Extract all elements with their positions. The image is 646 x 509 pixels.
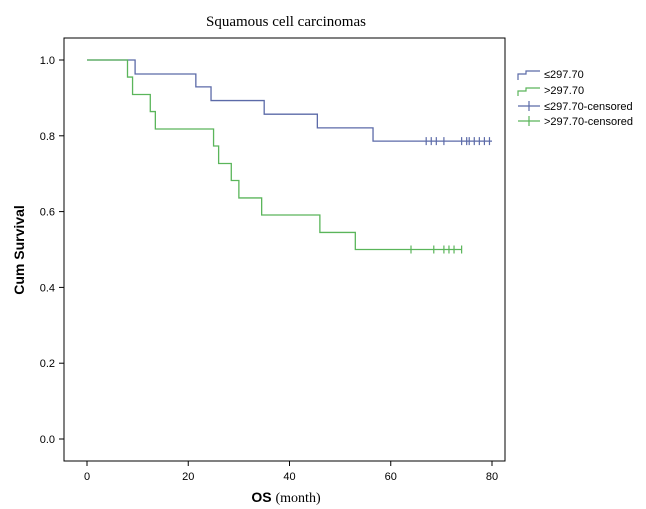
x-tick-label-2: 40 xyxy=(283,471,295,483)
legend-line-series-2 xyxy=(517,87,540,96)
legend-label-series-2-censored: >297.70-censored xyxy=(544,116,633,128)
y-tick-label-1: 0.2 xyxy=(40,358,55,370)
chart-title: Squamous cell carcinomas xyxy=(206,14,366,30)
y-tick-label-4: 0.8 xyxy=(40,131,55,143)
legend-marker-series-1-censored xyxy=(518,101,540,111)
survival-curve-series-2 xyxy=(87,59,462,251)
x-tick-label-0: 0 xyxy=(84,471,90,483)
x-axis-label: OS (month) xyxy=(251,489,321,506)
y-tick-label-5: 1.0 xyxy=(40,55,55,67)
x-axis-label-main: OS xyxy=(251,489,271,505)
x-axis: 0 20 40 60 80 xyxy=(84,461,498,483)
legend-item-series-2-censored: >297.70-censored xyxy=(518,116,633,128)
series-layer xyxy=(87,59,492,254)
legend-line-series-1 xyxy=(517,70,540,80)
x-tick-label-1: 20 xyxy=(182,471,194,483)
series-2 xyxy=(87,59,463,254)
plot-frame xyxy=(63,37,506,462)
legend-label-series-1-censored: ≤297.70-censored xyxy=(544,101,633,113)
x-axis-label-unit: (month) xyxy=(276,491,321,506)
legend: ≤297.70 >297.70 ≤297.70-censored >297.70… xyxy=(517,69,633,128)
y-tick-label-2: 0.4 xyxy=(40,282,55,294)
legend-label-series-2: >297.70 xyxy=(544,85,584,97)
series-1 xyxy=(87,59,492,146)
legend-marker-series-2-censored xyxy=(518,116,540,126)
legend-item-series-1: ≤297.70 xyxy=(517,69,584,81)
x-tick-label-4: 80 xyxy=(486,471,498,483)
legend-label-series-1: ≤297.70 xyxy=(544,69,584,81)
y-axis: 0.0 0.2 0.4 0.6 0.8 1.0 xyxy=(40,55,64,446)
y-axis-label: Cum Survival xyxy=(11,205,27,294)
x-tick-label-3: 60 xyxy=(385,471,397,483)
plot-area: 0 20 40 60 80 0.0 0.2 0.4 0.6 0.8 1.0 xyxy=(40,37,506,483)
y-tick-label-3: 0.6 xyxy=(40,207,55,219)
legend-item-series-2: >297.70 xyxy=(517,85,584,97)
y-tick-label-0: 0.0 xyxy=(40,434,55,446)
survival-curve-series-1 xyxy=(87,59,492,142)
legend-item-series-1-censored: ≤297.70-censored xyxy=(518,101,633,113)
